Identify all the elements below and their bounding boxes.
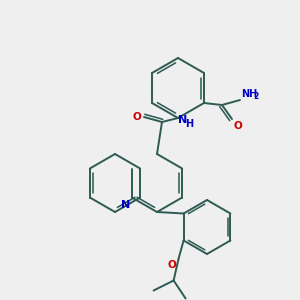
Text: O: O <box>168 260 177 271</box>
Text: 2: 2 <box>253 92 258 101</box>
Text: NH: NH <box>241 89 257 99</box>
Text: H: H <box>185 119 193 129</box>
Text: O: O <box>132 112 141 122</box>
Text: O: O <box>234 121 243 131</box>
Text: N: N <box>178 115 187 125</box>
Text: N: N <box>121 200 130 209</box>
